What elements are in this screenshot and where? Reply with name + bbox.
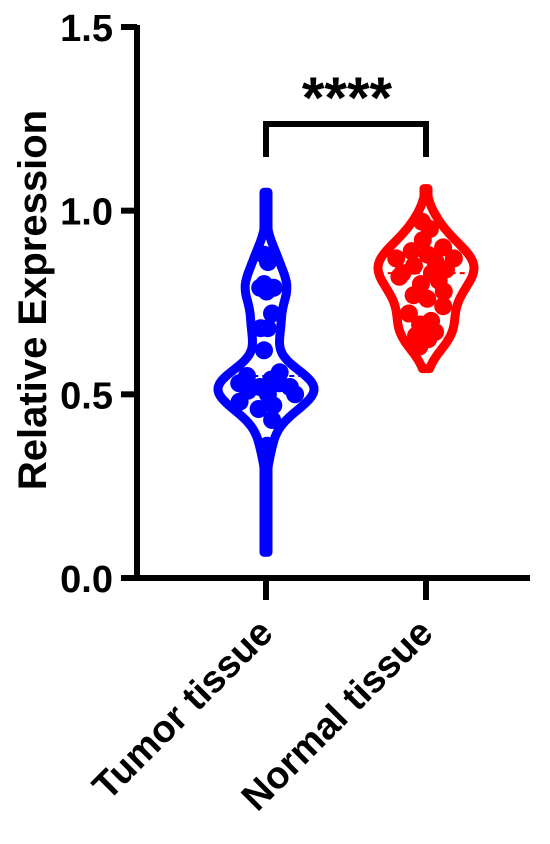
data-point-tumor-tissue — [255, 341, 273, 360]
data-point-tumor-tissue — [258, 319, 277, 338]
data-point-normal-tissue — [387, 249, 406, 268]
data-point-tumor-tissue — [259, 253, 277, 272]
data-point-normal-tissue — [402, 242, 421, 261]
data-point-tumor-tissue — [264, 396, 283, 415]
data-point-tumor-tissue — [257, 282, 276, 301]
data-point-normal-tissue — [399, 304, 418, 323]
data-point-normal-tissue — [404, 286, 423, 305]
y-axis-label: Relative Expression — [11, 110, 55, 490]
data-point-tumor-tissue — [230, 392, 249, 411]
y-tick-label: 1.5 — [60, 8, 113, 50]
data-point-normal-tissue — [410, 337, 429, 356]
data-point-tumor-tissue — [263, 411, 282, 429]
data-point-tumor-tissue — [286, 385, 305, 404]
data-point-normal-tissue — [413, 231, 432, 250]
violin-tumor-tissue — [213, 187, 319, 557]
data-point-tumor-tissue — [263, 304, 281, 323]
significance-label: **** — [302, 66, 393, 131]
data-point-normal-tissue — [434, 282, 453, 301]
y-tick-label: 0.5 — [60, 375, 113, 417]
data-point-normal-tissue — [390, 267, 409, 286]
y-tick-label: 1.0 — [60, 192, 113, 234]
significance-bracket — [263, 121, 429, 157]
data-point-normal-tissue — [434, 297, 453, 316]
y-tick-label: 0.0 — [60, 559, 113, 601]
data-point-tumor-tissue — [249, 400, 268, 418]
violin-normal-tissue — [373, 184, 479, 374]
data-point-tumor-tissue — [257, 436, 276, 455]
data-point-normal-tissue — [434, 238, 453, 257]
data-point-normal-tissue — [418, 289, 437, 308]
